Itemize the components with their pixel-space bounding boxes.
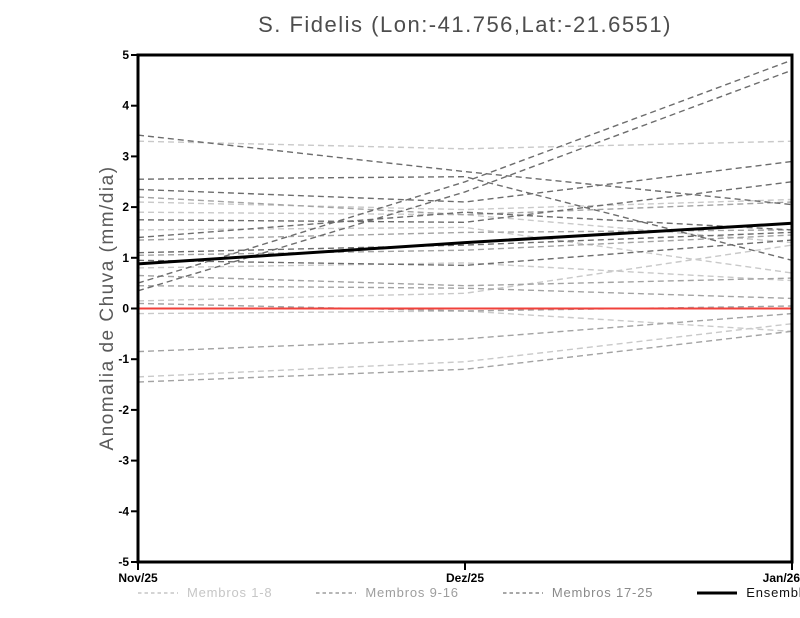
- member-line: [137, 234, 793, 256]
- member-line: [137, 181, 793, 224]
- member-line: [137, 312, 793, 353]
- member-line: [137, 196, 793, 216]
- member-line: [137, 244, 793, 302]
- y-tick-label: 5: [122, 48, 129, 62]
- x-tick-label: Jan/26: [763, 571, 800, 585]
- member-line: [137, 285, 793, 300]
- legend-dashed-line-icon: [316, 591, 357, 594]
- member-line: [137, 134, 793, 206]
- legend-label: Membros 9-16: [365, 585, 459, 600]
- member-line: [137, 302, 793, 312]
- member-line: [137, 262, 793, 282]
- legend-item: Membros 17-25: [502, 585, 654, 600]
- legend-label: Membros 1-8: [187, 585, 273, 600]
- y-axis-label: Anomalia de Chuva (mm/dia): [97, 165, 118, 451]
- member-line: [137, 226, 793, 274]
- legend-item: Ensemble Mean: [697, 585, 800, 600]
- x-tick-label: Nov/25: [118, 571, 158, 585]
- y-tick-label: 1: [122, 251, 129, 265]
- legend-dashed-line-icon: [502, 591, 543, 594]
- y-tick-label: -4: [118, 504, 129, 518]
- legend-solid-line-icon: [697, 591, 738, 594]
- member-line: [137, 231, 793, 254]
- member-line: [137, 274, 793, 287]
- legend-label: Ensemble Mean: [746, 585, 800, 600]
- member-line: [137, 211, 793, 239]
- x-tick-label: Dez/25: [446, 571, 484, 585]
- legend-label: Membros 17-25: [551, 585, 654, 600]
- y-tick-label: -2: [118, 403, 129, 417]
- member-line: [137, 59, 793, 284]
- member-line: [137, 330, 793, 383]
- y-tick-label: -1: [118, 352, 129, 366]
- chart-title: S. Fidelis (Lon:-41.756,Lat:-21.6551): [258, 12, 672, 37]
- y-tick-label: 0: [122, 302, 129, 316]
- y-tick-label: 4: [122, 99, 129, 113]
- member-line: [137, 211, 793, 244]
- member-line: [137, 323, 793, 378]
- legend-item: Membros 9-16: [316, 585, 458, 600]
- member-line: [137, 239, 793, 267]
- legend-dashed-line-icon: [138, 591, 178, 594]
- legend-item: Membros 1-8: [138, 585, 272, 600]
- y-tick-label: -5: [118, 555, 129, 569]
- legend: Membros 1-8 Membros 9-16 Membros 17-25 Ense…: [138, 585, 800, 600]
- y-tick-label: 3: [122, 149, 129, 163]
- y-tick-label: 2: [122, 200, 129, 214]
- y-tick-label: -3: [118, 454, 129, 468]
- member-line: [137, 198, 793, 211]
- member-line: [137, 175, 793, 261]
- member-line: [137, 310, 793, 332]
- member-line: [137, 140, 793, 150]
- ensemble-mean-line: [137, 221, 793, 266]
